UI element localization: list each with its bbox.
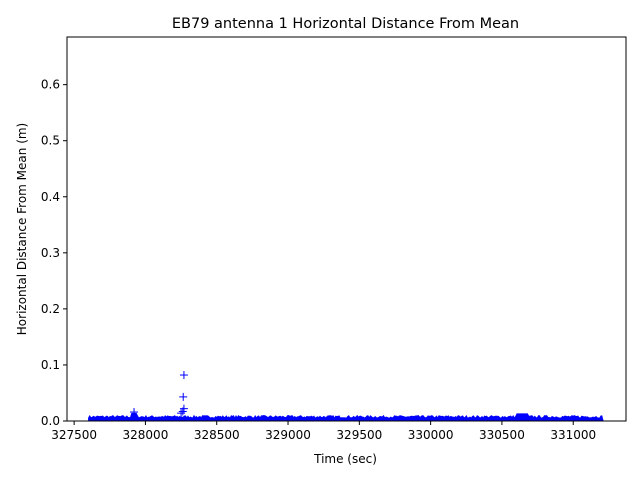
y-tick-label: 0.2 — [41, 302, 60, 316]
plot-area — [88, 371, 604, 422]
x-tick-label: 331000 — [550, 428, 596, 442]
y-tick-label: 0.6 — [41, 78, 60, 92]
x-tick-label: 328000 — [123, 428, 169, 442]
y-tick-label: 0.0 — [41, 414, 60, 428]
y-tick-label: 0.5 — [41, 134, 60, 148]
x-tick-label: 330500 — [479, 428, 525, 442]
x-tick-label: 329500 — [336, 428, 382, 442]
x-tick-label: 327500 — [51, 428, 97, 442]
x-axis-label: Time (sec) — [313, 452, 377, 466]
data-point — [178, 407, 187, 416]
y-tick-label: 0.3 — [41, 246, 60, 260]
data-point — [130, 408, 139, 417]
y-tick-label: 0.1 — [41, 358, 60, 372]
axes-frame — [66, 36, 627, 422]
y-axis: 0.0 0.1 0.2 0.3 0.4 0.5 0.6 — [41, 78, 67, 428]
x-tick-label: 328500 — [194, 428, 240, 442]
x-tick-label: 329000 — [265, 428, 311, 442]
data-point — [177, 409, 186, 418]
chart-title: EB79 antenna 1 Horizontal Distance From … — [172, 16, 519, 32]
y-tick-label: 0.4 — [41, 190, 60, 204]
data-point — [179, 392, 188, 401]
y-axis-label: Horizontal Distance From Mean (m) — [15, 123, 29, 335]
x-tick-label: 330000 — [408, 428, 454, 442]
x-axis: 327500 328000 328500 329000 329500 330000 3305… — [51, 421, 596, 442]
data-point — [179, 371, 188, 380]
